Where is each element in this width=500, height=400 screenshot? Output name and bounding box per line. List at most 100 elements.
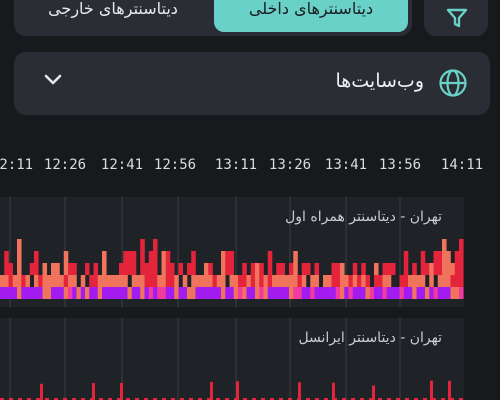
status-bar-segment [391,263,396,275]
status-bar-segment [412,263,417,275]
status-bar-segment [89,275,94,287]
status-bar-segment [408,287,413,299]
status-bar-segment [344,287,349,299]
status-bar-segment [144,398,148,400]
status-bar-segment [246,275,252,287]
status-bar-segment [391,287,396,299]
status-bar-segment [395,287,400,299]
datacenter-tabs: دیتاسنترهای خارجی دیتاسنترهای داخلی [14,0,412,36]
status-bar-segment [198,398,202,400]
status-bar-segment [306,263,311,275]
status-bar-segment [157,287,162,299]
status-bar-segment [162,398,166,400]
status-bar-segment [252,398,256,400]
status-bar-segment [403,251,409,275]
status-bar-segment [68,263,73,275]
status-bar-segment [0,275,5,287]
status-bar-segment [68,287,73,299]
status-bar-segment [25,287,31,299]
status-bar-segment [34,275,39,287]
status-bar-segment [174,287,179,299]
status-bar-segment [127,251,133,275]
status-bar-segment [335,263,341,275]
status-bar-segment [433,287,439,299]
status-bar-segment [221,287,226,299]
status-bar-segment [386,275,392,287]
status-bar-segment [276,287,281,299]
status-bar-segment [199,275,205,287]
status-bar-segment [216,275,222,287]
status-bar-segment [212,287,218,299]
status-bar-segment [191,287,196,299]
status-bar-segment [327,275,332,287]
status-bar-segment [433,251,439,275]
status-bar-segment [340,287,345,299]
status-bar-segment [207,398,211,400]
status-bar-segment [242,275,247,287]
status-bar-segment [306,398,310,400]
status-bar-segment [314,263,320,275]
status-bar-segment [437,287,443,299]
status-bar-segment [51,287,56,299]
status-bar-segment [93,287,99,299]
status-bar-segment [17,287,22,299]
status-bar-segment [301,275,307,287]
status-bar-segment [340,275,345,287]
status-bar-segment [246,287,252,299]
status-bar-segment [182,275,188,287]
status-bar-segment [55,263,60,275]
status-bar-segment [331,263,337,275]
status-bar-segment [382,263,388,275]
status-bar-segment [450,287,456,299]
status-bar-segment [446,287,451,299]
status-bar-segment [8,275,14,287]
status-panel-hamrah-aval: تهران - دیتاسنتر همراه اول [0,197,464,307]
status-bar-segment [403,287,409,299]
status-bar-segment [161,275,167,287]
status-bar-segment [374,263,379,275]
status-bar-segment [212,275,218,287]
status-bar-segment [272,287,277,299]
status-bar-segment [0,287,5,299]
status-bar-segment [90,398,94,400]
status-bar-segment [204,275,209,287]
status-bar-segment [114,275,120,287]
status-bar-segment [89,287,94,299]
status-bar-segment [68,275,73,287]
status-bar-segment [357,275,362,287]
status-bar-segment [208,263,213,275]
status-bar-segment [233,275,239,287]
status-bar-segment [250,287,256,299]
website-dropdown[interactable]: وب‌سایت‌ها [14,52,490,115]
status-bar-segment [51,275,56,287]
status-bar-segment [8,263,14,275]
tab-domestic-datacenters[interactable]: دیتاسنترهای داخلی [214,0,408,32]
status-bar-segment [298,382,301,400]
status-bar-segment [106,287,111,299]
status-bar-segment [51,263,56,275]
status-bar-segment [191,275,196,287]
chevron-down-icon[interactable] [44,74,62,86]
globe-icon [439,69,467,97]
status-bar-segment [365,287,371,299]
status-bar-segment [416,287,422,299]
status-bar-segment [261,398,265,400]
status-bar-segment [403,275,409,287]
status-bar-segment [29,263,35,275]
time-tick-label: 13:26 [268,157,312,173]
status-bar-segment [216,398,220,400]
status-bar-segment [195,287,201,299]
status-bar-segment [144,275,150,287]
status-bar-segment [243,398,247,400]
status-bar-segment [38,287,43,299]
filter-button[interactable] [424,0,488,36]
status-bar-segment [12,287,18,299]
status-bar-segment [284,275,290,287]
status-bar-segment [178,287,184,299]
status-bar-segment [236,381,239,400]
status-bar-segment [55,275,60,287]
status-bar-segment [280,275,286,287]
tab-foreign-datacenters[interactable]: دیتاسنترهای خارجی [18,0,208,32]
status-bar-segment [25,275,31,287]
status-bar-segment [420,251,426,275]
